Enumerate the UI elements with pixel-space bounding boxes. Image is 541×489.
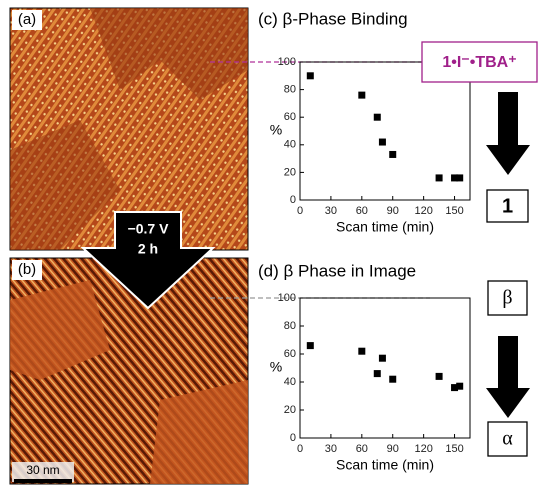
y-tick-label: 60	[284, 111, 296, 123]
arrow-label: −0.7 V	[128, 221, 170, 237]
point	[358, 91, 366, 99]
point	[378, 354, 386, 362]
x-tick-label: 90	[387, 205, 399, 217]
annotation: 1	[502, 195, 513, 217]
annotation: 1•I⁻•TBA⁺	[442, 54, 516, 71]
annotation: β	[502, 287, 512, 309]
annotation-box	[487, 280, 528, 316]
y-tick-label: 20	[284, 166, 296, 178]
y-axis-label: %	[270, 122, 282, 138]
y-tick-label: 60	[284, 348, 296, 360]
x-tick-label: 60	[356, 205, 368, 217]
annotation-box	[486, 189, 529, 223]
point	[306, 72, 314, 80]
chart-title: (d) β Phase in Image	[258, 261, 416, 280]
x-tick-label: 60	[356, 443, 368, 455]
y-tick-label: 40	[284, 139, 296, 151]
scale-bar	[14, 479, 72, 483]
y-axis-label: %	[270, 359, 282, 375]
x-tick-label: 30	[325, 205, 337, 217]
y-tick-label: 40	[284, 376, 296, 388]
point	[378, 138, 386, 146]
y-tick-label: 80	[284, 84, 296, 96]
x-axis-label: Scan time (min)	[336, 457, 434, 473]
point	[389, 375, 397, 383]
plot-frame	[299, 297, 471, 439]
y-tick-label: 100	[278, 292, 296, 304]
x-tick-label: 150	[445, 443, 463, 455]
point	[456, 174, 464, 182]
panel-label: (a)	[18, 11, 36, 28]
panel-label: (b)	[18, 261, 36, 278]
point	[389, 150, 397, 158]
point	[373, 113, 381, 121]
x-tick-label: 90	[387, 443, 399, 455]
x-tick-label: 120	[414, 443, 432, 455]
arrow-label: 2 h	[138, 241, 158, 257]
annotation-box	[487, 421, 528, 457]
stm-image-b: (b) 30 nm	[9, 257, 249, 485]
point	[435, 372, 443, 380]
point	[451, 384, 459, 392]
stm-image-a: (a)	[9, 7, 249, 251]
chart-title: (c) β-Phase Binding	[258, 9, 408, 28]
x-tick-label: 0	[297, 205, 303, 217]
point	[451, 174, 459, 182]
plot-frame	[299, 61, 471, 201]
arrow	[80, 211, 216, 310]
annotation: α	[502, 428, 513, 450]
annotation-box	[421, 41, 538, 83]
point	[306, 342, 314, 350]
scale-bar-label: 30 nm	[26, 463, 59, 477]
x-tick-label: 150	[445, 205, 463, 217]
y-tick-label: 0	[290, 194, 296, 206]
point	[456, 382, 464, 390]
x-axis-label: Scan time (min)	[336, 219, 434, 235]
point	[435, 174, 443, 182]
arrow	[486, 336, 530, 418]
x-tick-label: 30	[325, 443, 337, 455]
x-tick-label: 0	[297, 443, 303, 455]
point	[373, 370, 381, 378]
y-tick-label: 0	[290, 432, 296, 444]
y-tick-label: 20	[284, 404, 296, 416]
arrow	[486, 92, 530, 175]
point	[358, 347, 366, 355]
x-tick-label: 120	[414, 205, 432, 217]
y-tick-label: 100	[278, 56, 296, 68]
y-tick-label: 80	[284, 320, 296, 332]
